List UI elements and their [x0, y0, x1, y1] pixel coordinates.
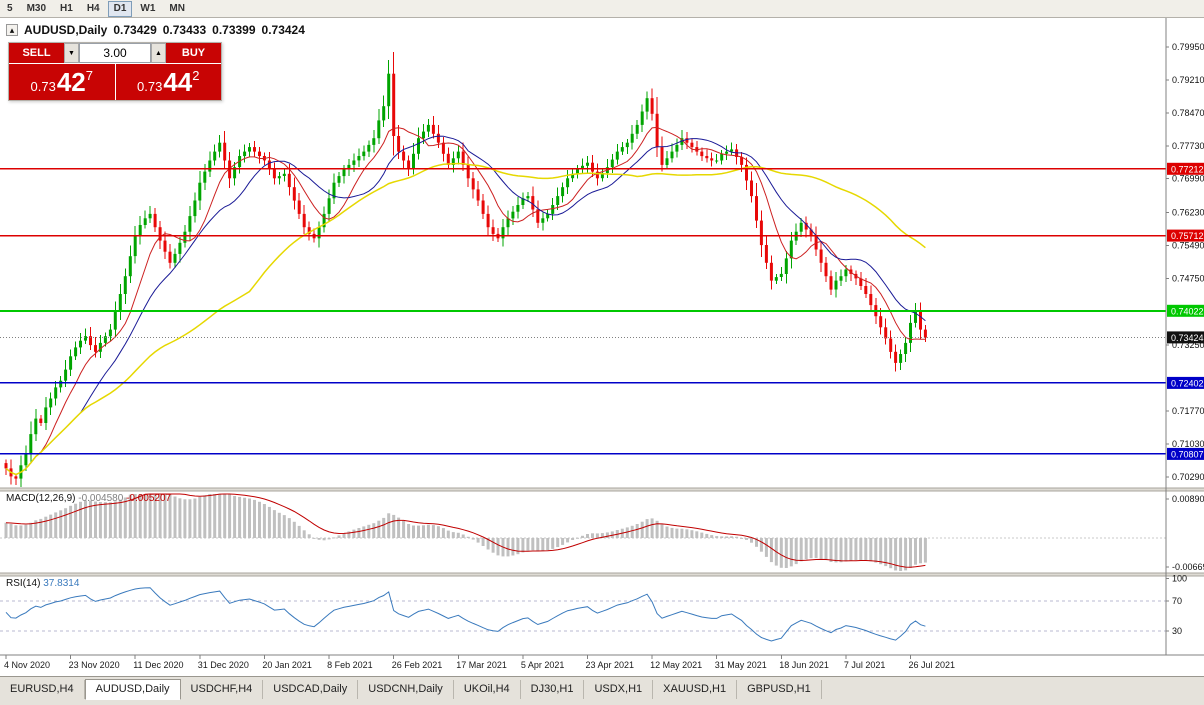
rsi-line — [5, 587, 926, 642]
moving-average-50 — [5, 162, 926, 476]
svg-text:0.72402: 0.72402 — [1171, 378, 1204, 388]
svg-text:0.79210: 0.79210 — [1172, 75, 1204, 85]
svg-text:20 Jan 2021: 20 Jan 2021 — [262, 660, 312, 670]
svg-text:0.77730: 0.77730 — [1172, 141, 1204, 151]
tab-xauusd-h1[interactable]: XAUUSD,H1 — [653, 680, 738, 699]
tab-ukoil-h4[interactable]: UKOil,H4 — [454, 680, 521, 699]
symbol-period-label: AUDUSD,Daily — [24, 23, 108, 37]
svg-text:0.73250: 0.73250 — [1172, 340, 1204, 350]
price-level-label: 0.75712 — [1167, 229, 1204, 242]
tab-usdcnh-daily[interactable]: USDCNH,Daily — [358, 680, 454, 699]
timeframe-button-h1[interactable]: H1 — [54, 1, 79, 17]
macd-panel[interactable] — [0, 493, 1166, 571]
svg-text:0.74022: 0.74022 — [1171, 306, 1204, 316]
buy-price-display[interactable]: 0.73 44 2 — [115, 64, 221, 100]
svg-text:31 Dec 2020: 31 Dec 2020 — [198, 660, 249, 670]
tab-eurusd-h4[interactable]: EURUSD,H4 — [0, 680, 85, 699]
chart-area[interactable]: 0.79950 0.79210 0.78470 0.77730 0.76990 0.762… — [0, 18, 1204, 676]
tab-dj30-h1[interactable]: DJ30,H1 — [521, 680, 585, 699]
time-axis[interactable]: 4 Nov 2020 23 Nov 2020 11 Dec 2020 31 Dec 2… — [4, 655, 955, 670]
svg-text:100: 100 — [1172, 574, 1187, 584]
volume-input[interactable] — [79, 43, 151, 63]
price-level-label: 0.74022 — [1167, 304, 1204, 317]
timeframe-button-m5[interactable]: 5 — [1, 1, 19, 17]
price-level-label: 0.77212 — [1167, 162, 1204, 175]
svg-text:0.78470: 0.78470 — [1172, 108, 1204, 118]
moving-average-16 — [5, 135, 926, 476]
macd-indicator-label: MACD(12,26,9) -0.004580 -0.005207 — [6, 493, 172, 504]
svg-text:31 May 2021: 31 May 2021 — [715, 660, 767, 670]
svg-text:30: 30 — [1172, 626, 1182, 636]
svg-text:17 Mar 2021: 17 Mar 2021 — [456, 660, 507, 670]
timeframe-button-m30[interactable]: M30 — [21, 1, 52, 17]
tab-usdchf-h4[interactable]: USDCHF,H4 — [181, 680, 264, 699]
svg-text:0.76990: 0.76990 — [1172, 174, 1204, 184]
svg-text:26 Feb 2021: 26 Feb 2021 — [392, 660, 443, 670]
svg-text:0.75490: 0.75490 — [1172, 241, 1204, 251]
price-chart[interactable] — [0, 51, 1166, 487]
collapse-trade-panel-button[interactable]: ▴ — [6, 24, 18, 36]
chart-svg: 0.79950 0.79210 0.78470 0.77730 0.76990 0.762… — [0, 18, 1204, 676]
price-level-label: 0.70807 — [1167, 447, 1204, 460]
rsi-indicator-label: RSI(14) 37.8314 — [6, 578, 80, 589]
close-value: 0.73424 — [261, 23, 305, 37]
price-level-label: 0.72402 — [1167, 376, 1204, 389]
moving-average-8 — [5, 126, 926, 476]
svg-text:0.00890: 0.00890 — [1172, 494, 1204, 504]
svg-text:12 May 2021: 12 May 2021 — [650, 660, 702, 670]
panel-divider[interactable] — [0, 488, 1204, 491]
svg-text:0.73424: 0.73424 — [1171, 333, 1204, 343]
ohlc-header: ▴ AUDUSD,Daily 0.73429 0.73433 0.73399 0… — [6, 23, 305, 37]
svg-text:5 Apr 2021: 5 Apr 2021 — [521, 660, 565, 670]
svg-text:11 Dec 2020: 11 Dec 2020 — [133, 660, 183, 670]
svg-text:0.70290: 0.70290 — [1172, 472, 1204, 482]
sell-button[interactable]: SELL — [9, 43, 64, 63]
svg-text:0.77212: 0.77212 — [1171, 164, 1204, 174]
timeframe-button-w1[interactable]: W1 — [134, 1, 161, 17]
high-value: 0.73433 — [162, 23, 207, 37]
macd-signal-line — [5, 493, 926, 568]
svg-text:0.79950: 0.79950 — [1172, 42, 1204, 52]
tab-usdcad-daily[interactable]: USDCAD,Daily — [263, 680, 359, 699]
svg-text:23 Nov 2020: 23 Nov 2020 — [69, 660, 120, 670]
svg-text:70: 70 — [1172, 596, 1182, 606]
timeframe-toolbar: 5 M30 H1 H4 D1 W1 MN — [0, 0, 1204, 18]
svg-text:26 Jul 2021: 26 Jul 2021 — [909, 660, 956, 670]
svg-text:0.71030: 0.71030 — [1172, 439, 1204, 449]
price-level-label: 0.73424 — [1167, 331, 1204, 344]
svg-text:23 Apr 2021: 23 Apr 2021 — [586, 660, 635, 670]
tab-usdx-h1[interactable]: USDX,H1 — [584, 680, 654, 699]
timeframe-button-h4[interactable]: H4 — [81, 1, 106, 17]
volume-increase-button[interactable]: ▲ — [151, 43, 166, 63]
low-value: 0.73399 — [212, 23, 256, 37]
tab-audusd-daily[interactable]: AUDUSD,Daily — [84, 679, 181, 700]
svg-text:0.70807: 0.70807 — [1171, 449, 1204, 459]
timeframe-button-d1[interactable]: D1 — [107, 0, 133, 17]
sell-price-display[interactable]: 0.73 42 7 — [9, 64, 115, 100]
open-value: 0.73429 — [113, 23, 157, 37]
svg-text:18 Jun 2021: 18 Jun 2021 — [779, 660, 829, 670]
svg-text:8 Feb 2021: 8 Feb 2021 — [327, 660, 373, 670]
buy-button[interactable]: BUY — [166, 43, 221, 63]
svg-text:0.76230: 0.76230 — [1172, 208, 1204, 218]
svg-text:0.74750: 0.74750 — [1172, 273, 1204, 283]
svg-text:4 Nov 2020: 4 Nov 2020 — [4, 660, 50, 670]
volume-decrease-button[interactable]: ▼ — [64, 43, 79, 63]
svg-text:-0.00669: -0.00669 — [1172, 562, 1204, 572]
svg-text:7 Jul 2021: 7 Jul 2021 — [844, 660, 886, 670]
svg-text:0.71770: 0.71770 — [1172, 406, 1204, 416]
price-axis[interactable]: 0.79950 0.79210 0.78470 0.77730 0.76990 0.762… — [1166, 42, 1204, 636]
chart-tab-bar: EURUSD,H4 AUDUSD,Daily USDCHF,H4 USDCAD,… — [0, 676, 1204, 705]
timeframe-button-mn[interactable]: MN — [163, 1, 191, 17]
panel-divider[interactable] — [0, 573, 1204, 576]
svg-text:0.75712: 0.75712 — [1171, 231, 1204, 241]
tab-gbpusd-h1[interactable]: GBPUSD,H1 — [737, 680, 822, 699]
rsi-panel[interactable] — [0, 587, 1166, 642]
